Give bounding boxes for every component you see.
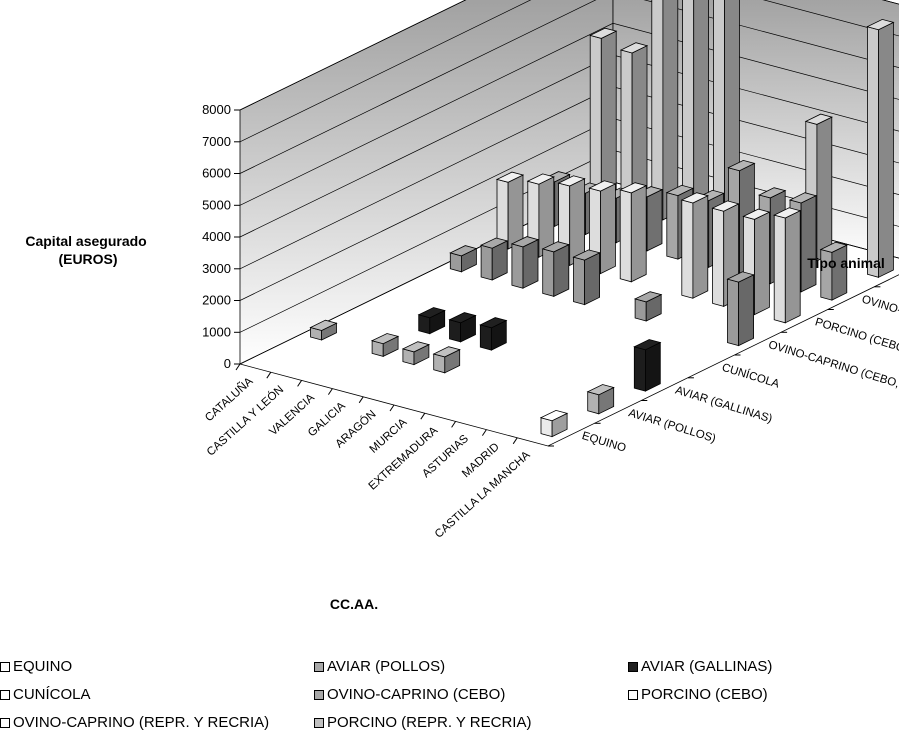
y-tick-label: 5000 (202, 197, 231, 212)
x-tick-mark (266, 371, 272, 379)
legend-label: PORCINO (CEBO) (641, 686, 768, 703)
x-tick-mark (327, 388, 333, 395)
bar (401, 341, 431, 366)
bar (572, 249, 601, 306)
x-tick-mark (235, 363, 241, 371)
depth-category-label: AVIAR (POLLOS) (627, 407, 717, 445)
x-tick-mark (297, 380, 303, 387)
legend-item: CUNÍCOLA (0, 686, 91, 703)
legend-swatch (314, 689, 324, 700)
legend: EQUINO AVIAR (POLLOS) AVIAR (GALLINAS) C… (0, 652, 899, 740)
gridline (239, 0, 899, 111)
legend-item: PORCINO (REPR. Y RECRIA) (314, 714, 531, 731)
legend-swatch (628, 661, 638, 672)
legend-label: OVINO-CAPRINO (REPR. Y RECRIA) (13, 714, 270, 731)
bar (586, 384, 615, 415)
bar (541, 241, 570, 298)
gridline (239, 0, 899, 143)
legend-item: OVINO-CAPRINO (CEBO) (314, 686, 505, 703)
legend-item: EQUINO (0, 658, 72, 675)
bar (589, 27, 618, 205)
y-tick-label: 6000 (202, 166, 231, 181)
x-category-label: CASTILLA Y LEÓN (204, 383, 286, 459)
y-tick-label: 8000 (202, 102, 231, 117)
bar (651, 0, 679, 221)
legend-item: OVINO-CAPRINO (REPR. Y RECRIA) (0, 714, 269, 731)
depth-category-label: EQUINO (580, 430, 627, 455)
bar (773, 207, 802, 324)
legend-swatch (314, 717, 324, 728)
legend-item: AVIAR (GALLINAS) (628, 658, 772, 675)
x-tick-mark (389, 404, 395, 412)
depth-category-label: PORCINO (CEBO, (814, 316, 899, 356)
depth-axis-title: Tipo animal (807, 255, 885, 271)
legend-label: OVINO-CAPRINO (CEBO) (327, 686, 506, 703)
legend-item: PORCINO (CEBO) (628, 686, 768, 703)
bar (448, 312, 477, 343)
y-tick-label: 2000 (202, 293, 231, 308)
bar (633, 339, 662, 392)
x-axis-title: CC.AA. (330, 596, 378, 612)
bar (819, 241, 848, 301)
x-tick-mark (420, 412, 426, 420)
legend-label: AVIAR (GALLINAS) (641, 658, 773, 675)
legend-swatch (314, 661, 324, 672)
legend-swatch (0, 689, 10, 700)
legend-swatch (0, 717, 10, 728)
bar (449, 245, 478, 273)
legend-swatch (0, 661, 10, 672)
y-axis-ticks: 0 1000 2000 3000 4000 5000 6000 7000 8000 (202, 102, 240, 371)
y-tick-label: 1000 (202, 324, 231, 339)
y-tick-label: 4000 (202, 229, 231, 244)
legend-label: PORCINO (REPR. Y RECRIA) (327, 714, 532, 731)
depth-category-label: CUNÍCOLA (720, 361, 781, 391)
bar (495, 171, 525, 250)
bar (539, 409, 569, 438)
bar (680, 192, 709, 299)
x-tick-mark (451, 421, 457, 428)
legend-item: AVIAR (POLLOS) (314, 658, 445, 675)
bar (479, 237, 509, 281)
y-tick-label: 7000 (202, 134, 231, 149)
x-tick-mark (512, 437, 518, 445)
y-tick-label: 3000 (202, 261, 231, 276)
legend-label: CUNÍCOLA (13, 686, 91, 703)
legend-swatch (628, 689, 638, 700)
bar (726, 271, 755, 347)
y-tick-label: 0 (224, 356, 231, 371)
depth-category-label: AVIAR (GALLINAS) (674, 384, 774, 425)
gridline (239, 22, 899, 206)
bar (510, 236, 540, 289)
y-axis-title: Capital asegurado (EUROS) (25, 233, 150, 267)
gridline (239, 0, 899, 174)
bar (309, 319, 338, 341)
bar (432, 346, 461, 374)
bar (682, 0, 709, 229)
x-tick-mark (358, 396, 364, 404)
legend-label: AVIAR (POLLOS) (327, 658, 446, 675)
bar (370, 333, 400, 358)
legend-label: EQUINO (13, 658, 73, 675)
x-category-label: EXTREMADURA (367, 424, 441, 492)
bar (479, 317, 508, 351)
bar (619, 182, 648, 283)
x-tick-mark (481, 429, 487, 436)
y-axis-title-line2: (EUROS) (58, 251, 117, 267)
bar (633, 291, 663, 322)
bar (866, 18, 895, 278)
bar-group (309, 0, 895, 438)
bar (417, 307, 446, 335)
y-axis-title-line1: Capital asegurado (25, 233, 146, 249)
